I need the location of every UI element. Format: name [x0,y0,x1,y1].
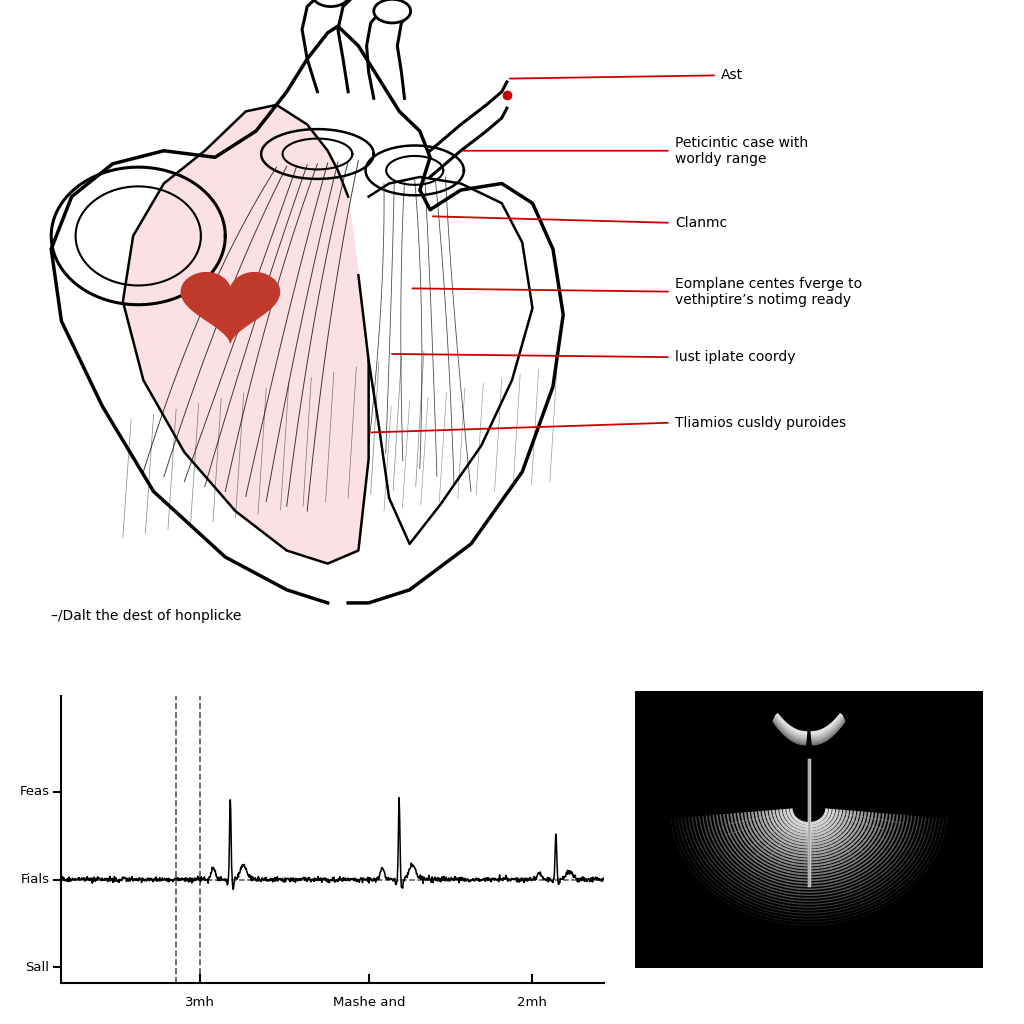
Text: Ast: Ast [721,69,743,82]
Polygon shape [181,272,280,343]
Text: Tliamios cusldy puroides: Tliamios cusldy puroides [675,416,846,430]
Text: Feas: Feas [19,785,49,799]
Text: Clanmc: Clanmc [675,216,727,229]
Circle shape [374,0,411,23]
Text: Eomplane centes fverge to
vethiptire’s notimg ready: Eomplane centes fverge to vethiptire’s n… [675,276,862,307]
Text: 3mh: 3mh [185,995,215,1009]
Text: lust iplate coordy: lust iplate coordy [675,350,796,365]
Text: Mashe and: Mashe and [333,995,406,1009]
Text: Sall: Sall [26,961,49,974]
Text: Peticintic case with
worldy range: Peticintic case with worldy range [675,135,808,166]
Polygon shape [123,104,369,563]
Text: –/Dalt the dest of honplicke: –/Dalt the dest of honplicke [51,608,242,623]
Text: Fials: Fials [20,873,49,886]
Circle shape [312,0,349,6]
Text: 2mh: 2mh [517,995,547,1009]
